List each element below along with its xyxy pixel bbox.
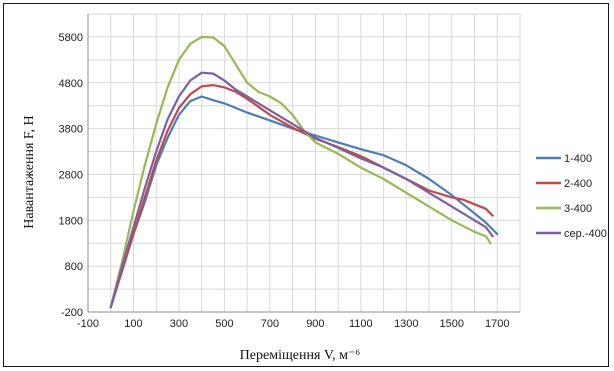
- x-tick-label: 300: [170, 318, 188, 330]
- series-line-2-400: [109, 84, 494, 309]
- y-tick-label: 800: [65, 261, 83, 273]
- legend-label: 1-400: [564, 153, 592, 165]
- y-tick-label: 1800: [59, 215, 83, 227]
- series-lines: [109, 35, 499, 309]
- y-tick-label: 3800: [59, 124, 83, 136]
- y-tick-label: 2800: [59, 169, 83, 181]
- y-tick-label: -200: [61, 307, 83, 319]
- x-tick-label: 900: [306, 318, 324, 330]
- legend-label: сер.-400: [564, 228, 607, 240]
- series-line-сер.-400: [109, 71, 494, 309]
- x-tick-label: 1300: [394, 318, 418, 330]
- legend: 1-400 2-400 3-400 сер.-400: [536, 153, 607, 240]
- y-tick-label: 4800: [59, 78, 83, 90]
- x-tick-label: 700: [261, 318, 279, 330]
- grid-lines: [88, 13, 521, 312]
- x-tick-label: 1100: [349, 318, 373, 330]
- chart-frame: [3, 3, 609, 367]
- x-tick-label: 100: [124, 318, 142, 330]
- x-tick-label: -100: [77, 318, 99, 330]
- x-tick-label: 1500: [440, 318, 464, 330]
- x-tick-label: 1700: [485, 318, 509, 330]
- y-tick-labels: -200 800 1800 2800 3800 4800 5800: [59, 32, 83, 319]
- x-tick-label: 500: [215, 318, 233, 330]
- legend-label: 2-400: [564, 178, 592, 190]
- x-axis-label: Переміщення V, м⁻⁶: [240, 348, 361, 363]
- legend-label: 3-400: [564, 203, 592, 215]
- series-line-1-400: [109, 95, 499, 309]
- series-line-3-400: [109, 35, 492, 309]
- y-tick-label: 5800: [59, 32, 83, 44]
- x-tick-labels: -100 100 300 500 700 900 1100 1300 1500 1700: [77, 318, 510, 330]
- y-axis-label: Навантаження F, Н: [22, 115, 37, 228]
- axes: [87, 14, 520, 313]
